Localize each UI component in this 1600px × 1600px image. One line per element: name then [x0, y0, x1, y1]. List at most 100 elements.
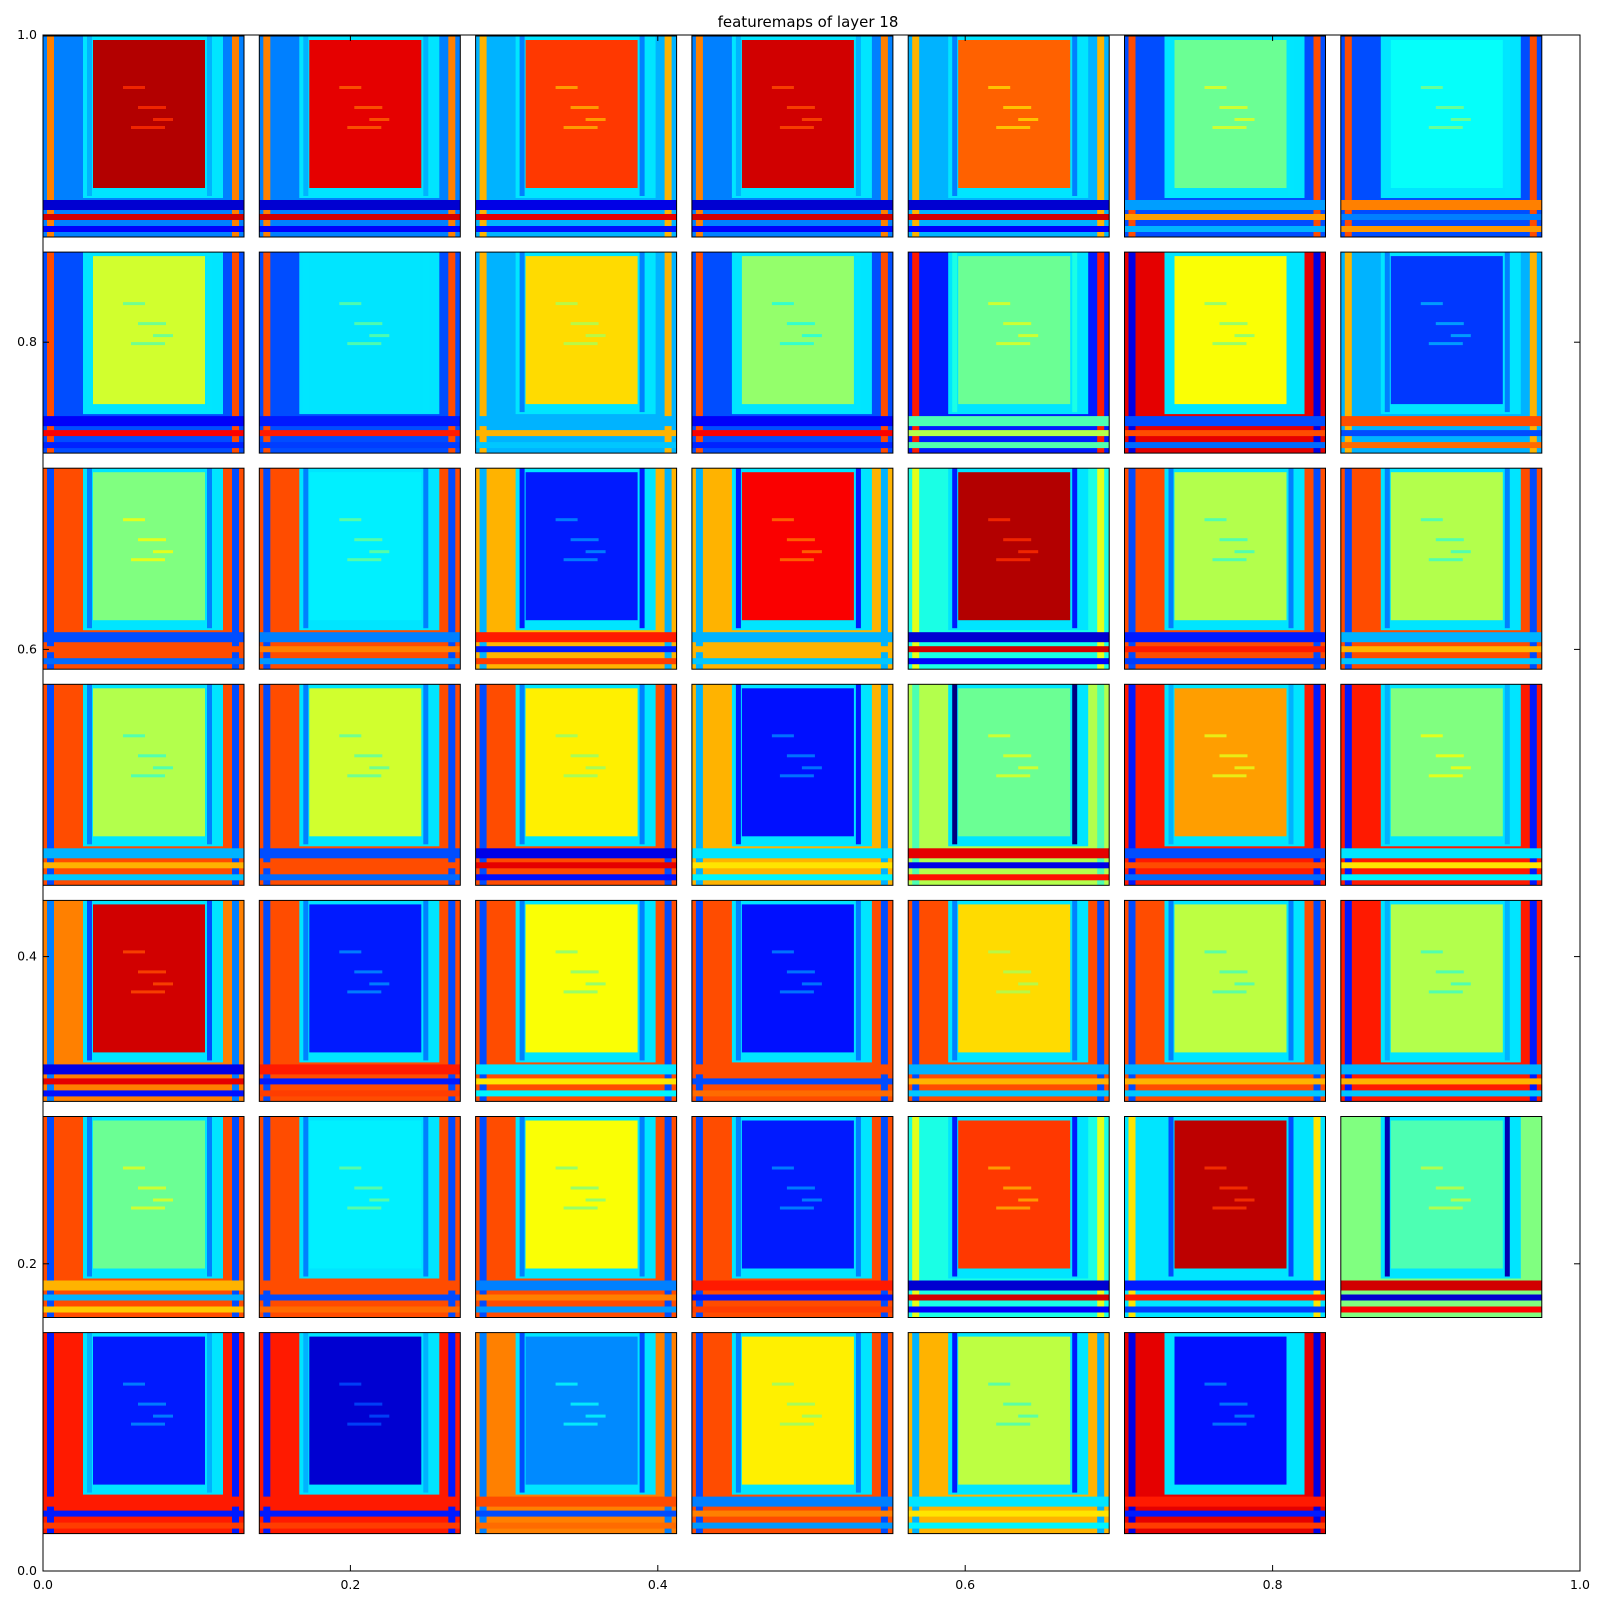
panel-core-texture	[771, 1166, 794, 1170]
panel-separator	[1504, 684, 1510, 845]
panel-border	[691, 1116, 894, 1318]
panel-edge-stripe	[1128, 1116, 1136, 1318]
panel-border	[691, 251, 894, 454]
panel-bottom-bar	[475, 1510, 677, 1517]
panel-bottom-bar	[1124, 862, 1326, 869]
panel-core-texture	[1219, 1186, 1248, 1190]
panel-core	[525, 688, 638, 837]
panel-core-texture	[131, 774, 165, 778]
panel-core-texture	[988, 734, 1011, 738]
panel-separator	[1384, 1116, 1390, 1277]
panel-separator	[1072, 252, 1078, 413]
feature-map-panel	[258, 1116, 461, 1318]
panel-bottom-bar	[43, 200, 244, 210]
x-tick-label: 0.0	[33, 1577, 53, 1592]
panel-bottom-bar	[43, 214, 244, 220]
feature-map-panel	[1340, 899, 1543, 1102]
panel-bottom-bar	[691, 874, 893, 881]
panel-bottom-bar	[908, 1280, 1110, 1291]
panel-core-texture	[123, 302, 145, 306]
panel-core-texture	[123, 518, 145, 522]
panel-separator	[1288, 36, 1294, 196]
panel-core-texture	[771, 302, 794, 306]
panel-bottom-bar	[691, 1078, 893, 1085]
panel-core-texture	[138, 322, 166, 326]
panel-edge-stripe	[448, 900, 456, 1102]
panel-bottom-bar	[1124, 214, 1326, 220]
panel-bottom-bar	[259, 658, 461, 665]
panel-core-texture	[786, 970, 815, 974]
panel-edge-stripe	[1097, 684, 1105, 886]
panel-core-texture	[354, 322, 383, 326]
panel-core-texture	[996, 126, 1031, 129]
panel-edge-stripe	[912, 684, 920, 886]
panel-bottom-bar	[691, 658, 893, 665]
panel-core	[958, 472, 1071, 621]
x-tick-label: 0.2	[340, 1577, 360, 1592]
panel-edge-stripe	[664, 684, 672, 886]
panel-border	[475, 683, 678, 886]
panel-core-texture	[138, 538, 166, 542]
panel-core-texture	[138, 1186, 166, 1190]
panel-bottom-bar	[475, 1306, 677, 1313]
panel-separator	[1288, 900, 1294, 1061]
feature-map-panel	[258, 467, 461, 670]
panel-bottom-bar	[908, 1064, 1110, 1075]
feature-map-panel	[475, 35, 678, 238]
panel-separator	[423, 36, 429, 196]
panel-core	[1390, 904, 1503, 1053]
panel-edge-stripe	[479, 1332, 487, 1534]
panel-separator	[1384, 900, 1390, 1061]
panel-separator	[855, 1332, 861, 1493]
panel-edge-stripe	[263, 252, 271, 454]
feature-map-panel	[42, 35, 245, 238]
panel-core-texture	[1003, 322, 1032, 326]
panel-core-texture	[339, 734, 362, 738]
feature-map-panel	[907, 251, 1110, 454]
panel-separator	[855, 36, 861, 196]
panel-core-texture	[1450, 766, 1471, 770]
panel-core-texture	[1234, 1198, 1255, 1202]
panel-bottom-bar	[1340, 848, 1542, 859]
panel-core-texture	[339, 518, 362, 522]
panel-border	[691, 467, 894, 670]
panel-bottom-bar	[908, 1496, 1110, 1507]
panel-core-texture	[988, 302, 1011, 306]
panel-edge-stripe	[664, 36, 672, 237]
panel-edge-stripe	[47, 36, 54, 237]
panel-separator	[952, 1332, 958, 1493]
panel-edge-stripe	[232, 900, 239, 1102]
panel-separator	[1504, 1116, 1510, 1277]
panel-core-texture	[354, 538, 383, 542]
feature-map-panel	[1340, 1116, 1543, 1318]
panel-separator	[1072, 900, 1078, 1061]
panel-border	[258, 467, 461, 670]
panel-separator	[1072, 1116, 1078, 1277]
panel-core-texture	[771, 950, 794, 954]
panel-core-texture	[1219, 970, 1248, 974]
panel-bottom-bar	[691, 848, 893, 859]
panel-edge-stripe	[232, 1116, 239, 1318]
panel-core-texture	[1204, 950, 1227, 954]
panel-edge-stripe	[912, 1332, 920, 1534]
panel-core-texture	[123, 950, 145, 954]
panel-core	[1174, 40, 1287, 188]
panel-edge-stripe	[232, 684, 239, 886]
panel-core-texture	[996, 342, 1031, 346]
panel-core-texture	[1212, 774, 1247, 778]
panel-core-texture	[153, 550, 173, 554]
panel-bottom-bar	[1340, 200, 1542, 210]
panel-separator	[303, 1116, 309, 1277]
panel-core-texture	[354, 1402, 383, 1406]
panel-edge-stripe	[479, 900, 487, 1102]
panel-bottom-bar	[1124, 1064, 1326, 1075]
panel-core-texture	[1219, 322, 1248, 326]
panel-core-texture	[1435, 754, 1464, 758]
panel-bottom-bar	[259, 442, 461, 449]
panel-bottom-bar	[475, 1064, 677, 1075]
panel-core-texture	[153, 1198, 173, 1202]
panel-core-texture	[354, 1186, 383, 1190]
panel-bottom-bar	[908, 1090, 1110, 1097]
panel-separator	[639, 468, 645, 629]
